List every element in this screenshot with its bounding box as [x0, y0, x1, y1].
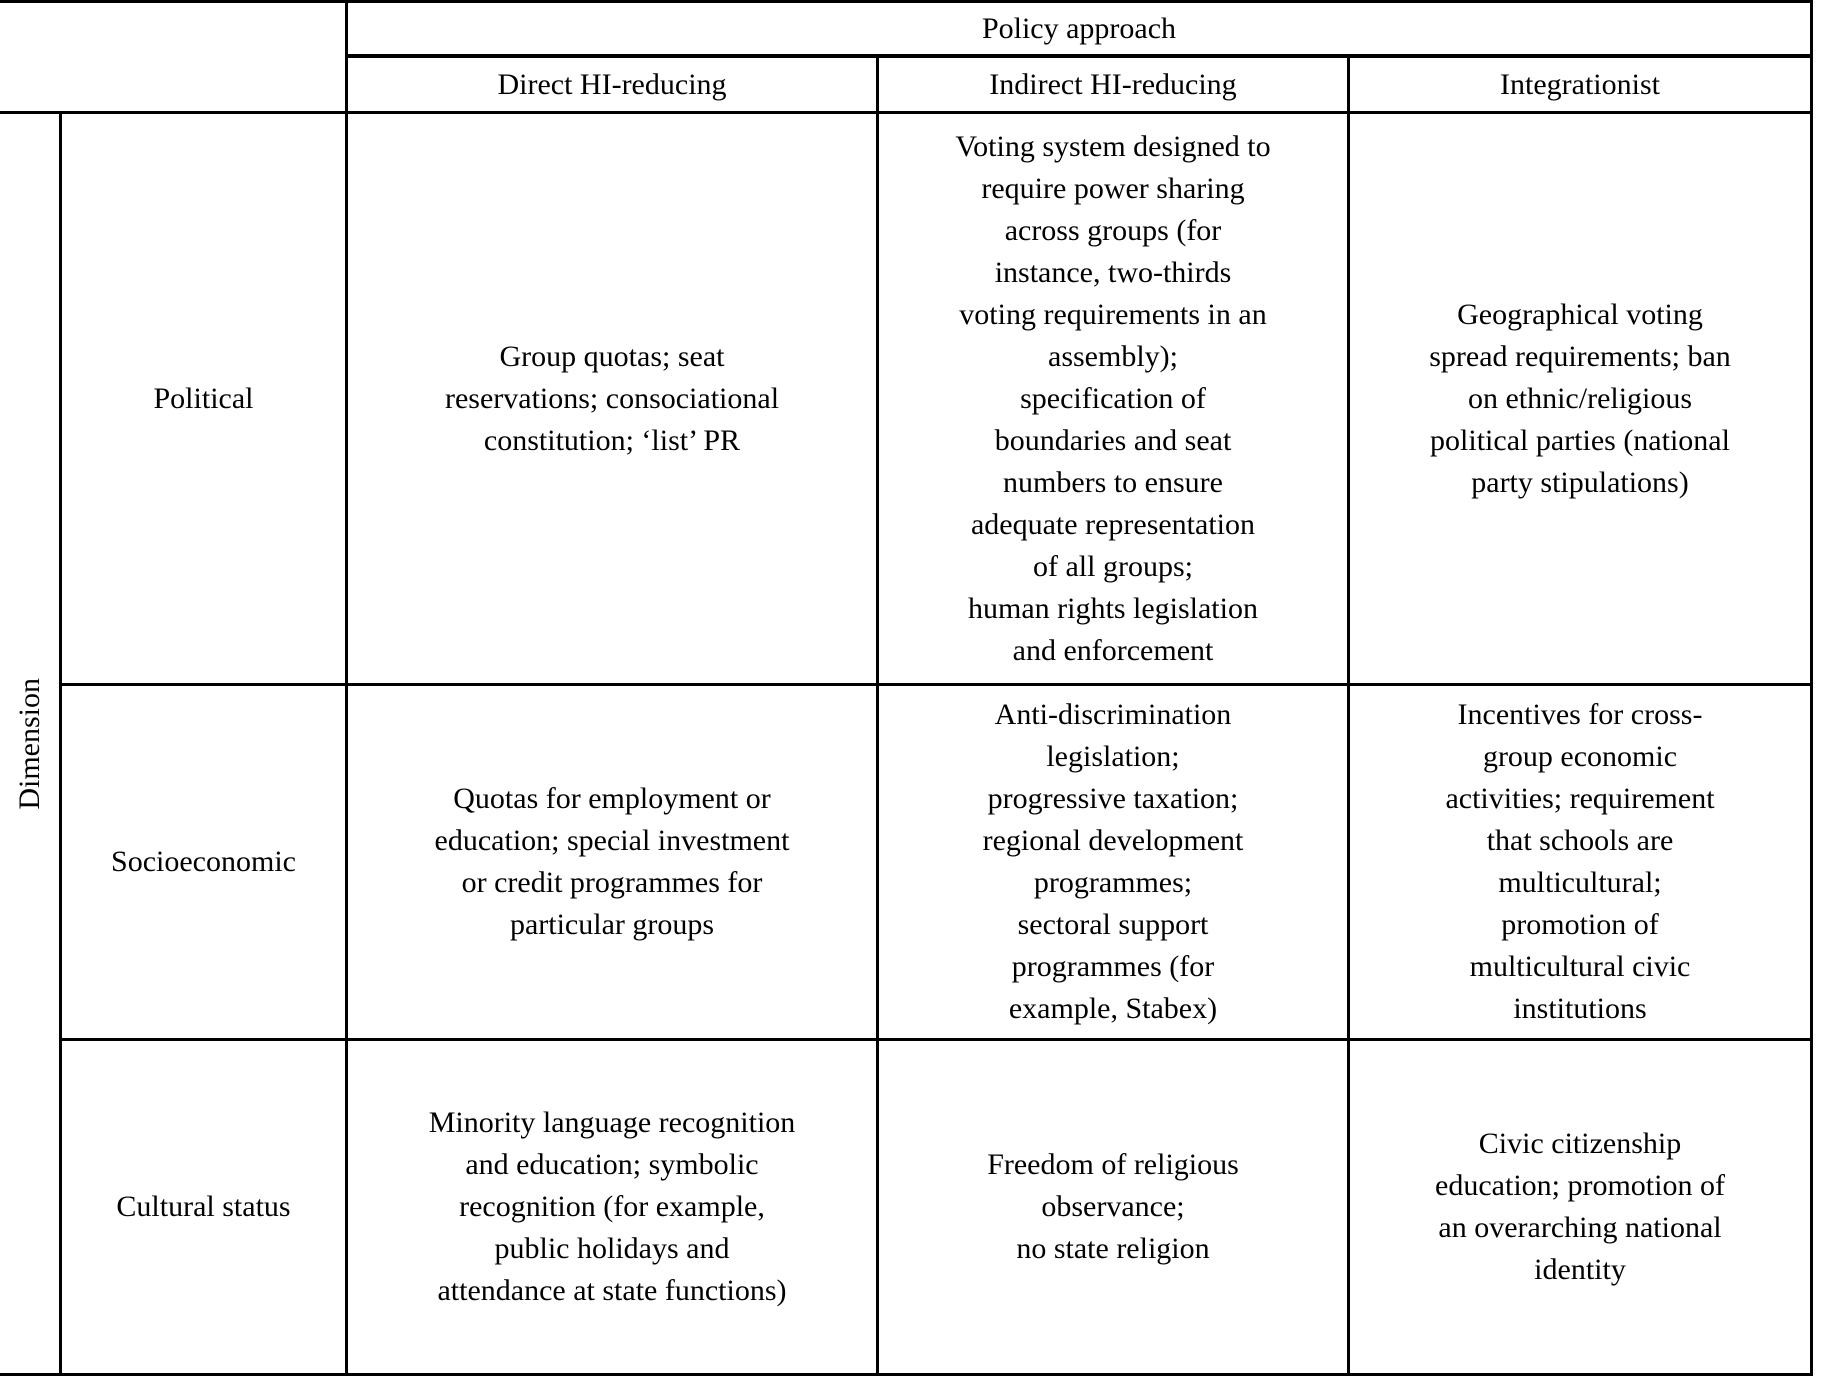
column-group-header: Policy approach — [348, 3, 1810, 58]
row-label-socioeconomic: Socioeconomic — [62, 686, 348, 1041]
cell-political-direct: Group quotas; seat reservations; consoci… — [348, 114, 879, 686]
cell-socioeconomic-direct: Quotas for employment or education; spec… — [348, 686, 879, 1041]
row-group-header-label: Dimension — [12, 677, 46, 810]
column-header-direct: Direct HI-reducing — [348, 58, 879, 114]
cell-political-integrationist: Geographical voting spread requirements;… — [1350, 114, 1810, 686]
column-header-indirect: Indirect HI-reducing — [879, 58, 1350, 114]
cell-socioeconomic-indirect: Anti-discrimination legislation; progres… — [879, 686, 1350, 1041]
cell-cultural-integrationist: Civic citizenship education; promotion o… — [1435, 1127, 1725, 1286]
cell-cultural-indirect: Freedom of religious observance; no stat… — [879, 1041, 1350, 1373]
row-group-header-cell: Dimension — [0, 114, 62, 1373]
cell-socioeconomic-integrationist: Incentives for cross- group economic act… — [1350, 686, 1810, 1041]
corner-cell — [0, 3, 348, 114]
column-header-integrationist: Integrationist — [1350, 58, 1810, 114]
cell-cultural-direct: Minority language recognition and educat… — [348, 1041, 879, 1373]
row-label-political: Political — [62, 114, 348, 686]
row-label-cultural-status: Cultural status — [62, 1041, 348, 1373]
cell-political-indirect: Voting system designed to require power … — [879, 114, 1350, 686]
